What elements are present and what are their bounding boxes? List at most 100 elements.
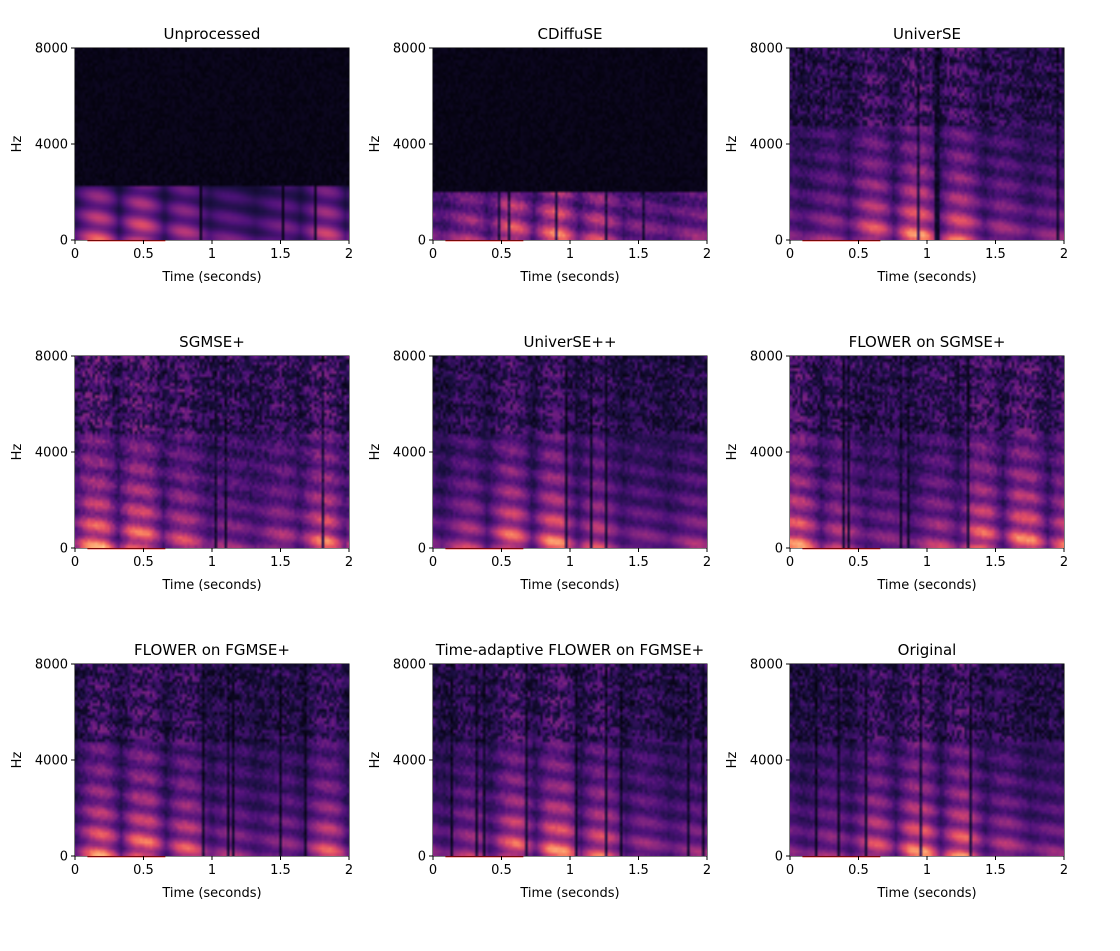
panel-title: CDiffuSE xyxy=(537,25,602,43)
x-tick-label: 0.5 xyxy=(491,555,512,570)
x-tick-label: 1 xyxy=(566,247,574,262)
x-tick-label: 1 xyxy=(566,863,574,878)
spectrogram-image-7 xyxy=(75,664,349,856)
y-tick-label: 8000 xyxy=(393,350,426,365)
x-tick-label: 2 xyxy=(345,555,353,570)
y-tick-label: 4000 xyxy=(393,138,426,153)
y-axis-label: Hz xyxy=(10,444,25,461)
y-tick-label: 0 xyxy=(775,234,783,249)
x-tick-label: 2 xyxy=(703,863,711,878)
spectrogram-image-9 xyxy=(790,664,1064,856)
x-axis-label: Time (seconds) xyxy=(161,270,261,285)
spectrogram-image-6 xyxy=(790,356,1064,548)
x-tick-label: 1.5 xyxy=(270,863,291,878)
x-tick-label: 2 xyxy=(1060,863,1068,878)
panel-1: Unprocessed 0 0.5 1 1.5 2 0 4000 8000 Time (secon… xyxy=(10,25,353,285)
x-tick-label: 1 xyxy=(208,555,216,570)
x-tick-label: 1 xyxy=(208,247,216,262)
x-tick-label: 1 xyxy=(923,863,931,878)
x-tick-label: 1 xyxy=(923,247,931,262)
y-axis-label: Hz xyxy=(725,752,740,769)
y-tick-label: 8000 xyxy=(750,350,783,365)
x-axis-label: Time (seconds) xyxy=(876,270,976,285)
x-tick-label: 1.5 xyxy=(985,555,1006,570)
x-tick-label: 2 xyxy=(1060,247,1068,262)
x-tick-label: 1 xyxy=(923,555,931,570)
x-tick-label: 0.5 xyxy=(848,555,869,570)
y-tick-label: 0 xyxy=(775,850,783,865)
x-axis-label: Time (seconds) xyxy=(161,578,261,593)
x-tick-label: 0.5 xyxy=(848,247,869,262)
y-axis-label: Hz xyxy=(725,444,740,461)
x-axis-label: Time (seconds) xyxy=(519,270,619,285)
x-axis-label: Time (seconds) xyxy=(876,578,976,593)
y-tick-label: 0 xyxy=(418,542,426,557)
panel-8: Time-adaptive FLOWER on FGMSE+ 0 0.5 1 1.5 2 0… xyxy=(368,641,711,901)
x-tick-label: 1.5 xyxy=(628,863,649,878)
x-tick-label: 1.5 xyxy=(270,555,291,570)
x-axis-label: Time (seconds) xyxy=(876,886,976,901)
y-tick-label: 4000 xyxy=(393,446,426,461)
x-tick-label: 1 xyxy=(208,863,216,878)
x-tick-label: 0 xyxy=(786,247,794,262)
y-tick-label: 4000 xyxy=(35,138,68,153)
x-tick-label: 0 xyxy=(429,247,437,262)
x-tick-label: 0.5 xyxy=(491,247,512,262)
y-axis-label: Hz xyxy=(368,752,383,769)
y-tick-label: 8000 xyxy=(35,42,68,57)
x-tick-label: 2 xyxy=(345,863,353,878)
spectrogram-image-2 xyxy=(433,48,707,240)
spectrogram-image-8 xyxy=(433,664,707,856)
y-axis-label: Hz xyxy=(725,136,740,153)
y-tick-label: 0 xyxy=(60,542,68,557)
x-tick-label: 0.5 xyxy=(491,863,512,878)
y-tick-label: 4000 xyxy=(750,754,783,769)
x-tick-label: 0 xyxy=(786,555,794,570)
spectrogram-image-3 xyxy=(790,48,1064,240)
y-tick-label: 8000 xyxy=(750,658,783,673)
panel-title: FLOWER on FGMSE+ xyxy=(134,641,290,659)
panel-title: SGMSE+ xyxy=(179,333,245,351)
panel-title: Original xyxy=(898,641,957,659)
y-tick-label: 4000 xyxy=(750,446,783,461)
spectrogram-image-5 xyxy=(433,356,707,548)
x-tick-label: 0 xyxy=(429,863,437,878)
panel-title: Time-adaptive FLOWER on FGMSE+ xyxy=(435,641,704,659)
y-tick-label: 8000 xyxy=(393,658,426,673)
y-tick-label: 0 xyxy=(60,850,68,865)
y-axis-label: Hz xyxy=(10,136,25,153)
y-tick-label: 8000 xyxy=(35,658,68,673)
x-tick-label: 0 xyxy=(71,863,79,878)
panel-title: UniverSE xyxy=(893,25,961,43)
x-axis-label: Time (seconds) xyxy=(161,886,261,901)
y-tick-label: 0 xyxy=(775,542,783,557)
x-tick-label: 0.5 xyxy=(133,863,154,878)
x-tick-label: 1 xyxy=(566,555,574,570)
x-axis-label: Time (seconds) xyxy=(519,578,619,593)
y-tick-label: 0 xyxy=(418,234,426,249)
spectrogram-image-1 xyxy=(75,48,349,240)
y-tick-label: 4000 xyxy=(35,754,68,769)
x-tick-label: 1.5 xyxy=(628,555,649,570)
y-tick-label: 8000 xyxy=(750,42,783,57)
x-tick-label: 0 xyxy=(71,247,79,262)
panel-title: Unprocessed xyxy=(164,25,261,43)
x-tick-label: 0.5 xyxy=(133,555,154,570)
x-tick-label: 1.5 xyxy=(270,247,291,262)
x-tick-label: 0 xyxy=(71,555,79,570)
x-tick-label: 0 xyxy=(786,863,794,878)
x-tick-label: 0.5 xyxy=(848,863,869,878)
x-tick-label: 1.5 xyxy=(985,247,1006,262)
y-tick-label: 0 xyxy=(60,234,68,249)
x-tick-label: 2 xyxy=(345,247,353,262)
x-tick-label: 1.5 xyxy=(985,863,1006,878)
y-tick-label: 8000 xyxy=(35,350,68,365)
x-tick-label: 2 xyxy=(703,555,711,570)
y-tick-label: 4000 xyxy=(35,446,68,461)
panel-title: UniverSE++ xyxy=(523,333,616,351)
y-tick-label: 4000 xyxy=(750,138,783,153)
y-axis-label: Hz xyxy=(368,444,383,461)
y-axis-label: Hz xyxy=(368,136,383,153)
x-axis-label: Time (seconds) xyxy=(519,886,619,901)
